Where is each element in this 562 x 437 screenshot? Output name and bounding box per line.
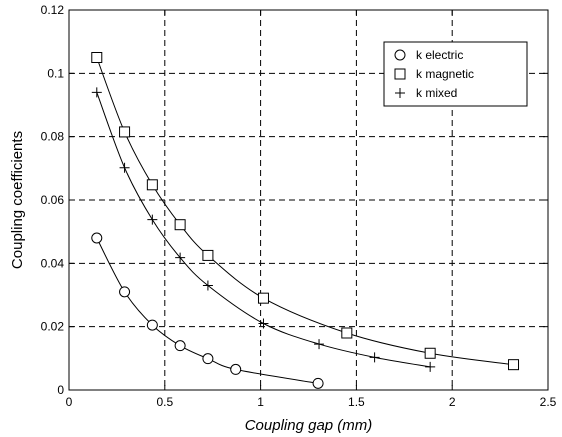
- series-layer: [91, 52, 520, 389]
- legend-marker: [394, 49, 406, 61]
- data-point: [230, 363, 242, 375]
- legend-marker: [395, 88, 405, 98]
- data-point: [119, 286, 131, 298]
- series-k-magnetic: [91, 52, 520, 371]
- x-tick-label: 2.5: [540, 395, 557, 409]
- data-point: [174, 340, 186, 352]
- series-k-electric: [91, 232, 324, 389]
- data-point: [147, 214, 158, 225]
- data-point: [341, 327, 353, 339]
- data-point: [314, 339, 325, 350]
- y-axis-label: Coupling coefficients: [9, 131, 26, 269]
- legend-label: k magnetic: [416, 67, 474, 81]
- y-tick-label: 0.02: [41, 320, 65, 334]
- data-point: [258, 318, 269, 329]
- data-point: [369, 352, 380, 363]
- data-point: [119, 162, 130, 173]
- data-point: [508, 359, 520, 371]
- x-tick-label: 1: [257, 395, 264, 409]
- y-tick-label: 0: [57, 383, 64, 397]
- legend: k electric k magnetic k mixed: [383, 41, 528, 107]
- x-axis-label: Coupling gap (mm): [245, 417, 373, 434]
- data-point: [425, 361, 436, 372]
- legend-label: k mixed: [416, 86, 457, 100]
- series-k-mixed: [91, 87, 436, 372]
- data-point: [257, 292, 269, 304]
- x-tick-label: 0: [66, 395, 73, 409]
- axis-ticks: 0 0.5 1 1.5 2 2.5 0 0.02 0.04 0.06 0.08 0.1 0.12: [41, 3, 557, 409]
- data-point: [146, 319, 158, 331]
- data-point: [202, 249, 214, 261]
- series-line: [96, 57, 514, 366]
- data-point: [119, 126, 131, 138]
- data-point: [175, 252, 186, 263]
- x-tick-label: 0.5: [156, 395, 173, 409]
- y-tick-label: 0.12: [41, 3, 65, 17]
- y-tick-label: 0.06: [41, 193, 65, 207]
- data-point: [202, 353, 214, 365]
- data-point: [424, 347, 436, 359]
- data-point: [202, 280, 213, 291]
- x-tick-label: 2: [449, 395, 456, 409]
- data-point: [174, 219, 186, 231]
- data-point: [91, 52, 103, 63]
- data-point: [146, 179, 158, 191]
- y-tick-label: 0.04: [41, 256, 65, 270]
- legend-label: k electric: [416, 48, 463, 62]
- legend-box: [383, 41, 528, 107]
- data-point: [91, 232, 103, 244]
- y-tick-label: 0.08: [41, 130, 65, 144]
- data-point: [312, 377, 324, 389]
- x-tick-label: 1.5: [348, 395, 365, 409]
- legend-marker: [394, 68, 406, 80]
- data-point: [91, 87, 102, 98]
- y-tick-label: 0.1: [47, 66, 64, 80]
